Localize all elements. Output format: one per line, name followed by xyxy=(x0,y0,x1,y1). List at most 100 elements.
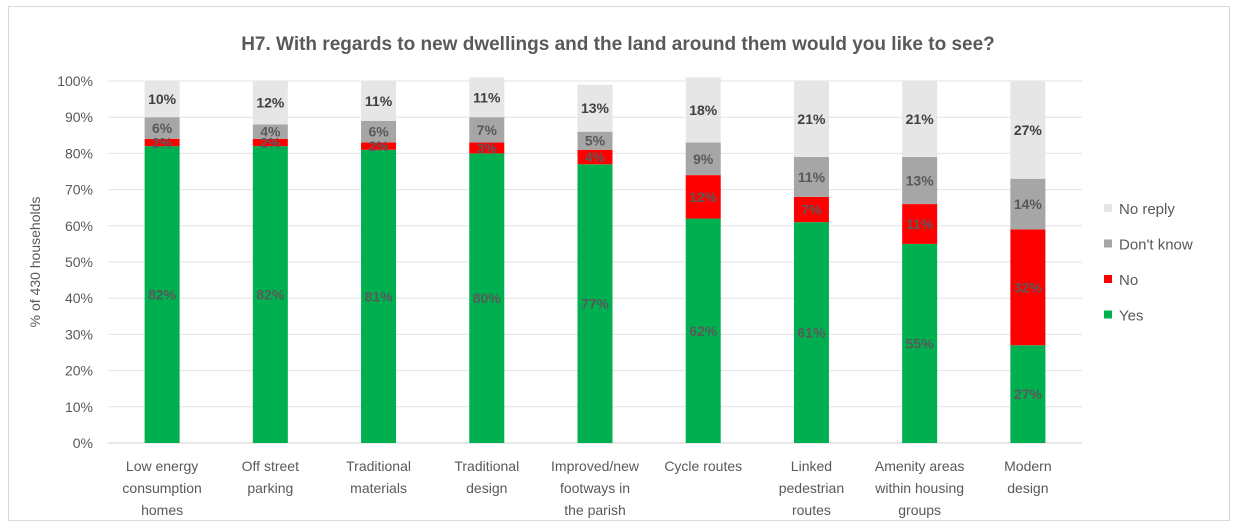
data-label: 13% xyxy=(581,100,610,116)
bar-segment xyxy=(469,153,505,443)
data-label: 61% xyxy=(797,325,826,341)
data-label: 62% xyxy=(689,323,718,339)
legend-swatch xyxy=(1104,310,1112,319)
bar-segment xyxy=(902,204,938,244)
x-tick-label: Off street parking xyxy=(242,458,299,496)
y-tick-label: 70% xyxy=(65,182,93,198)
bars xyxy=(144,77,1046,443)
legend-swatch xyxy=(1104,239,1112,248)
data-label: 27% xyxy=(1014,386,1043,402)
data-label: 55% xyxy=(906,335,935,351)
bar-segment xyxy=(1010,81,1046,179)
data-label: 2% xyxy=(152,135,173,151)
y-tick-label: 30% xyxy=(65,326,93,342)
y-axis-label: % of 430 households xyxy=(27,197,43,328)
bar-segment xyxy=(793,222,829,443)
data-label: 11% xyxy=(906,216,934,232)
bar-segment xyxy=(361,81,397,121)
data-label: 82% xyxy=(256,287,285,303)
bar-segment xyxy=(577,84,613,132)
bar-segment xyxy=(1010,229,1046,346)
legend: No reply Don't know No Yes xyxy=(1104,201,1193,325)
bar-segment xyxy=(361,120,397,143)
data-label: 2% xyxy=(368,138,389,154)
bar-segment xyxy=(793,157,829,197)
x-tick-label: Cycle routes xyxy=(664,458,742,474)
bar-segment xyxy=(577,164,613,443)
data-label: 2% xyxy=(260,135,281,151)
data-label: 21% xyxy=(906,111,935,127)
bar-segment xyxy=(793,196,829,223)
bar-segment xyxy=(793,81,829,158)
legend-label: No reply xyxy=(1119,201,1175,218)
x-axis: Low energy consumption homes Off street park… xyxy=(122,458,1051,518)
bar-segment xyxy=(144,81,180,118)
y-tick-label: 20% xyxy=(65,363,93,379)
bar-segment xyxy=(902,243,938,443)
data-label: 13% xyxy=(906,173,935,189)
bar-segment xyxy=(252,138,288,147)
y-tick-label: 40% xyxy=(65,290,93,306)
chart-title: H7. With regards to new dwellings and th… xyxy=(241,34,995,55)
y-tick-label: 50% xyxy=(65,254,93,270)
data-label: 10% xyxy=(148,91,177,107)
bar-segment xyxy=(144,138,180,147)
legend-label: Yes xyxy=(1119,308,1143,325)
y-tick-label: 100% xyxy=(57,73,93,89)
y-tick-label: 90% xyxy=(65,109,93,125)
bar-segment xyxy=(252,146,288,443)
bar-segment xyxy=(685,77,721,143)
bar-segment xyxy=(144,117,180,139)
bar-segment xyxy=(361,149,397,443)
legend-label: Don't know xyxy=(1119,237,1193,254)
bar-segment xyxy=(144,146,180,443)
data-label: 11% xyxy=(798,169,826,185)
x-tick-label: Amenity areas within housing groups xyxy=(874,458,964,518)
bar-segment xyxy=(685,175,721,219)
x-tick-label: Traditional materials xyxy=(346,458,411,496)
bar-segment xyxy=(469,142,505,154)
legend-swatch xyxy=(1104,204,1112,212)
data-label: 18% xyxy=(689,102,718,118)
data-label: 4% xyxy=(585,149,606,165)
data-label: 77% xyxy=(581,296,610,312)
bar-segment xyxy=(252,124,288,139)
data-label: 81% xyxy=(365,288,394,304)
x-tick-label: Low energy consumption homes xyxy=(122,458,201,518)
y-tick-label: 80% xyxy=(65,145,93,161)
data-label: 6% xyxy=(152,120,173,136)
x-tick-label: Traditional design xyxy=(454,458,519,496)
y-tick-label: 0% xyxy=(73,435,93,451)
y-axis: 0% 10% 20% 30% 40% 50% 60% 70% 80% 90% 100% xyxy=(57,73,93,451)
data-label: 32% xyxy=(1014,279,1043,295)
bar-segment xyxy=(685,218,721,443)
x-tick-label: Linked pedestrian routes xyxy=(779,458,844,518)
bar-segment xyxy=(577,149,613,165)
legend-label: No xyxy=(1119,272,1138,289)
bar-segment xyxy=(361,142,397,150)
data-label: 21% xyxy=(797,111,826,127)
data-label: 14% xyxy=(1014,196,1043,212)
data-label: 6% xyxy=(368,124,389,140)
data-label: 80% xyxy=(473,290,502,306)
data-label: 27% xyxy=(1014,122,1043,138)
data-label: 12% xyxy=(689,189,718,205)
bar-segment xyxy=(469,117,505,143)
bar-segment xyxy=(252,81,288,125)
bar-segment xyxy=(1010,178,1046,230)
x-tick-label: Modern design xyxy=(1004,458,1051,496)
data-label: 7% xyxy=(477,122,498,138)
bar-segment xyxy=(469,77,505,118)
y-tick-label: 10% xyxy=(65,399,93,415)
data-label: 82% xyxy=(148,287,177,303)
bar-segment xyxy=(902,81,938,158)
data-label: 12% xyxy=(256,95,285,111)
y-tick-label: 60% xyxy=(65,218,93,234)
data-label: 11% xyxy=(473,89,501,105)
bar-segment xyxy=(902,157,938,205)
bar-segment xyxy=(577,131,613,150)
bar-segment xyxy=(685,142,721,176)
data-label: 9% xyxy=(693,151,714,167)
data-label: 5% xyxy=(585,133,606,149)
